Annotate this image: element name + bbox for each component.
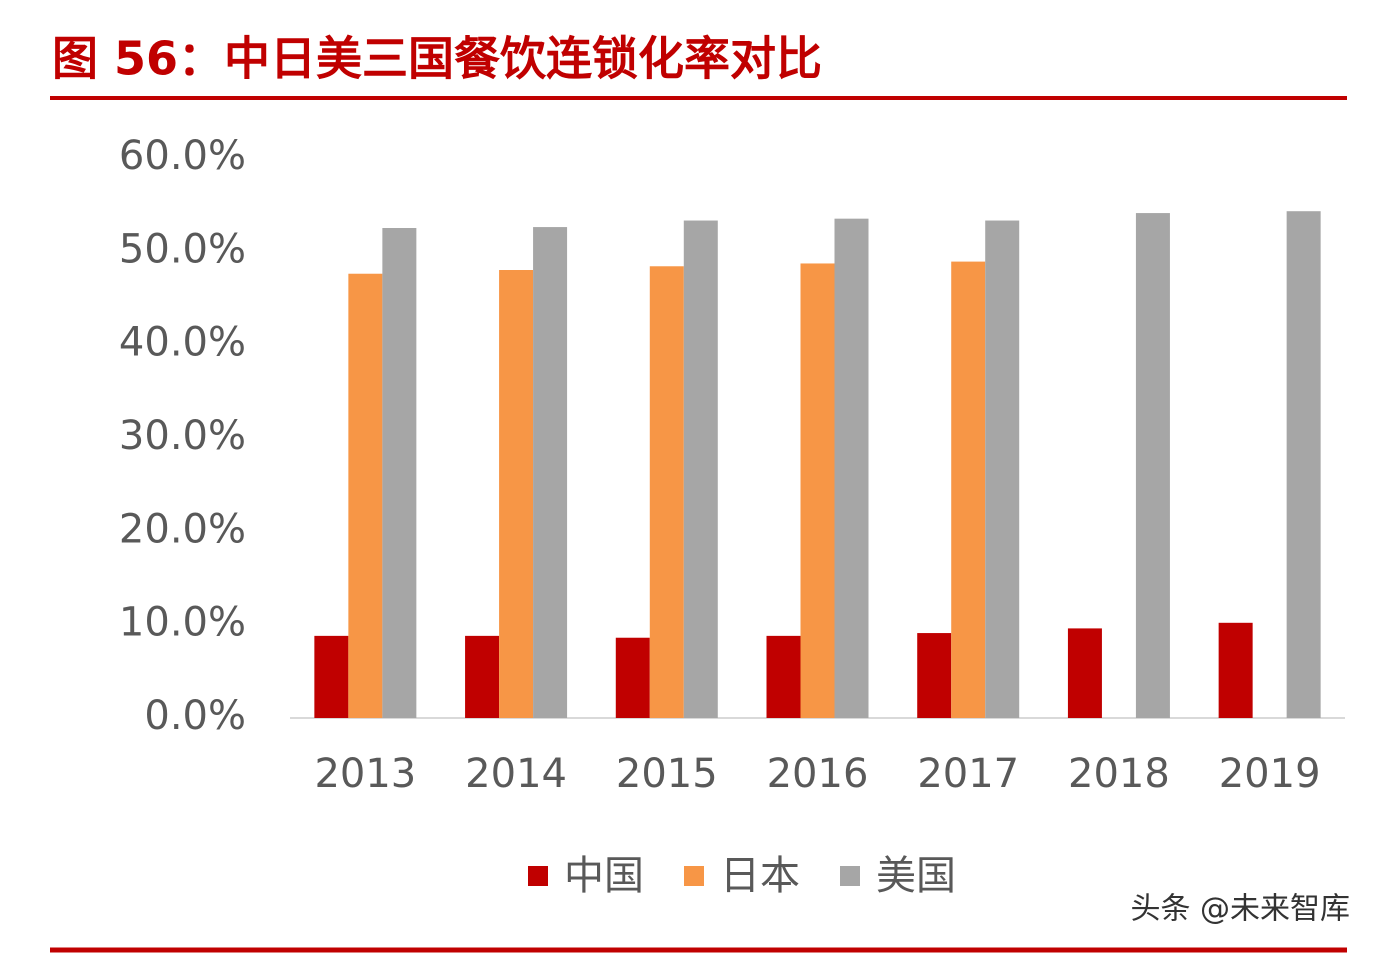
x-tick-label: 2015 xyxy=(616,751,718,797)
bar xyxy=(1218,622,1253,718)
bar xyxy=(465,635,500,718)
bar xyxy=(348,273,383,718)
bar xyxy=(382,228,417,718)
x-tick-label: 2016 xyxy=(767,751,869,797)
y-tick-label: 30.0% xyxy=(119,413,246,459)
bar xyxy=(649,266,684,718)
y-tick-label: 50.0% xyxy=(119,226,246,272)
x-tick-label: 2019 xyxy=(1219,751,1321,797)
legend-swatch xyxy=(684,866,704,886)
x-tick-label: 2014 xyxy=(465,751,567,797)
x-tick-label: 2018 xyxy=(1068,751,1170,797)
bar xyxy=(766,635,801,718)
y-tick-label: 20.0% xyxy=(119,506,246,552)
legend-swatch xyxy=(840,866,860,886)
bar xyxy=(985,220,1020,719)
y-tick-label: 60.0% xyxy=(119,133,246,179)
legend-label: 日本 xyxy=(720,853,800,899)
legend-label: 美国 xyxy=(876,853,956,899)
chart-title: 图 56：中日美三国餐饮连锁化率对比 xyxy=(52,32,822,86)
bar xyxy=(1135,213,1170,719)
y-tick-label: 0.0% xyxy=(144,693,246,739)
x-tick-label: 2013 xyxy=(314,751,416,797)
bar xyxy=(800,263,835,718)
bar xyxy=(615,637,650,718)
bar xyxy=(951,261,986,718)
bar xyxy=(683,220,718,719)
x-tick-label: 2017 xyxy=(917,751,1019,797)
bar xyxy=(834,218,869,718)
y-tick-label: 40.0% xyxy=(119,320,246,366)
bar xyxy=(1286,211,1321,718)
y-tick-label: 10.0% xyxy=(119,600,246,646)
bar xyxy=(1067,628,1102,718)
legend-swatch xyxy=(528,866,548,886)
legend-label: 中国 xyxy=(564,853,644,899)
bar xyxy=(499,270,534,718)
bar xyxy=(533,227,568,719)
bar xyxy=(917,633,952,718)
bar xyxy=(314,635,349,718)
watermark: 头条 @未来智库 xyxy=(1130,892,1350,927)
